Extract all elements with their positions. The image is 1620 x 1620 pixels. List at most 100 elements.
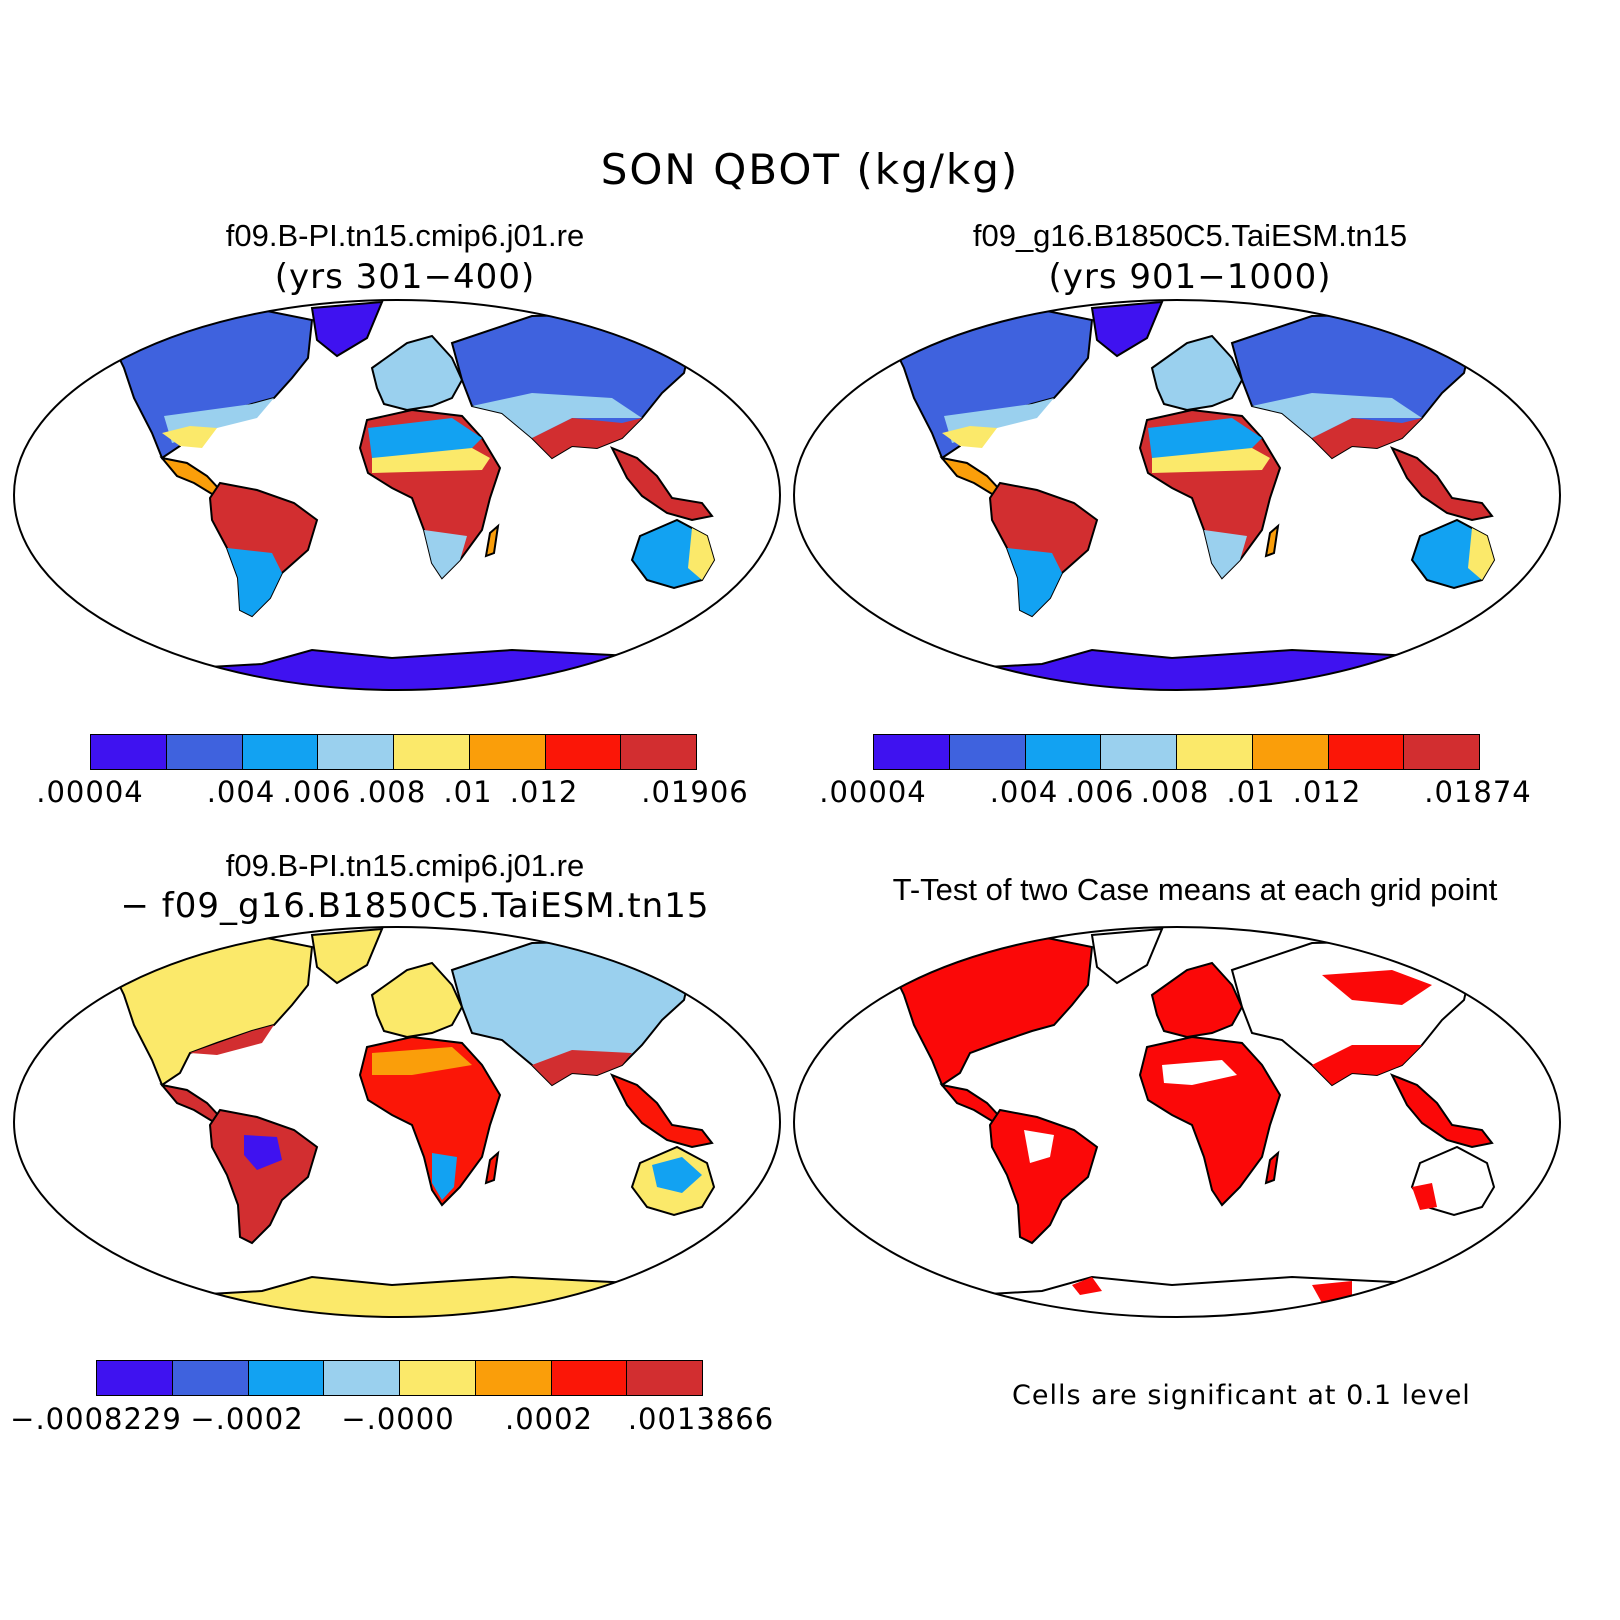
cbar2-label: .00004 bbox=[819, 775, 927, 809]
panel3-subtitle: − f09_g16.B1850C5.TaiESM.tn15 bbox=[120, 886, 710, 926]
seasia-landmass bbox=[609, 1073, 714, 1149]
madagascar-landmass bbox=[484, 523, 500, 558]
map-ttest bbox=[793, 926, 1561, 1318]
cbar1-label: .006 bbox=[282, 775, 352, 809]
colorbar-swatch bbox=[318, 735, 394, 769]
africa-south-band bbox=[1204, 530, 1247, 578]
greenland-landmass bbox=[310, 927, 384, 985]
seasia-landmass bbox=[1389, 1073, 1494, 1149]
panel2-subtitle: (yrs 901−1000) bbox=[1048, 257, 1332, 297]
madagascar-landmass bbox=[484, 1150, 500, 1185]
seasia-landmass bbox=[1389, 446, 1494, 522]
europe-landmass bbox=[1150, 961, 1244, 1039]
samerica-gap bbox=[1024, 1130, 1054, 1163]
main-title: SON QBOT (kg/kg) bbox=[600, 145, 1020, 194]
colorbar-swatch bbox=[469, 735, 546, 769]
cbar2-label: .01874 bbox=[1424, 775, 1532, 809]
colorbar-swatch bbox=[1177, 735, 1253, 769]
europe-landmass bbox=[370, 334, 464, 412]
camerica-landmass bbox=[159, 1083, 222, 1123]
australia-east-band bbox=[1468, 528, 1494, 580]
panel4-title: T-Test of two Case means at each grid po… bbox=[892, 872, 1498, 907]
madagascar-landmass bbox=[1264, 523, 1280, 558]
europe-landmass bbox=[1150, 334, 1244, 412]
colorbar-swatch bbox=[874, 735, 950, 769]
asia-mid-band bbox=[1252, 393, 1422, 438]
namerica-gulf-band bbox=[942, 426, 997, 448]
colorbar-swatch bbox=[242, 735, 319, 769]
madagascar-landmass bbox=[1264, 1150, 1280, 1185]
namerica-east-band bbox=[190, 1025, 274, 1055]
africa-landmass bbox=[358, 1035, 502, 1207]
panel2-title: f09_g16.B1850C5.TaiESM.tn15 bbox=[972, 218, 1408, 253]
colorbar-swatch bbox=[1328, 735, 1405, 769]
australia-sig bbox=[1412, 1183, 1437, 1210]
colorbar-swatch bbox=[97, 1361, 173, 1395]
africa-sahara-anomaly bbox=[372, 1047, 472, 1075]
namerica-landmass bbox=[890, 935, 1094, 1087]
cbar3-label: −.0008229 bbox=[10, 1402, 182, 1436]
map-case1 bbox=[13, 299, 781, 691]
colorbar-swatch bbox=[1252, 735, 1329, 769]
namerica-gulf-band bbox=[162, 426, 217, 448]
asia-south-band bbox=[1312, 418, 1422, 458]
australia-anomaly bbox=[652, 1157, 702, 1193]
colorbar-swatch bbox=[394, 735, 470, 769]
asia-sig-patch bbox=[1322, 970, 1432, 1005]
samerica-core-anomaly bbox=[244, 1135, 282, 1170]
colorbar-swatch bbox=[248, 1361, 325, 1395]
colorbar-swatch bbox=[545, 735, 622, 769]
africa-sahara-gap bbox=[1162, 1060, 1237, 1085]
africa-south-anomaly bbox=[432, 1153, 457, 1200]
asia-mid-band bbox=[472, 393, 642, 438]
cbar1-label: .012 bbox=[509, 775, 579, 809]
colorbar-swatch bbox=[166, 735, 243, 769]
cbar1-label: .00004 bbox=[36, 775, 144, 809]
africa-sahel-band bbox=[1152, 448, 1270, 473]
camerica-landmass bbox=[159, 456, 222, 496]
namerica-landmass bbox=[110, 935, 314, 1087]
namerica-landmass bbox=[890, 308, 1094, 460]
cbar3-label: .0002 bbox=[504, 1402, 594, 1436]
panel1-subtitle: (yrs 301−400) bbox=[274, 257, 536, 297]
europe-landmass bbox=[370, 961, 464, 1039]
colorbar-swatch bbox=[1025, 735, 1102, 769]
samerica-landmass bbox=[208, 1108, 319, 1245]
cbar3-label: .0013866 bbox=[627, 1402, 775, 1436]
asia-south-anomaly bbox=[532, 1050, 632, 1085]
asia-south-sig bbox=[1312, 1045, 1422, 1085]
samerica-south-band bbox=[1007, 548, 1062, 616]
camerica-landmass bbox=[939, 456, 1002, 496]
asia-south-band bbox=[532, 418, 642, 458]
namerica-landmass bbox=[110, 308, 314, 460]
colorbar-swatch bbox=[324, 1361, 400, 1395]
cbar1-label: .008 bbox=[357, 775, 427, 809]
cbar2-label: .012 bbox=[1292, 775, 1362, 809]
africa-sahara-band bbox=[1148, 418, 1262, 458]
antarctica-sig-2 bbox=[1072, 1277, 1102, 1295]
significance-note: Cells are significant at 0.1 level bbox=[1012, 1380, 1471, 1411]
colorbar-swatch bbox=[172, 1361, 249, 1395]
camerica-landmass bbox=[939, 1083, 1002, 1123]
samerica-south-band bbox=[227, 548, 282, 616]
panel3-title: f09.B-PI.tn15.cmip6.j01.re bbox=[225, 848, 585, 883]
map-case2 bbox=[793, 299, 1561, 691]
cbar3-label: −.0002 bbox=[190, 1402, 304, 1436]
colorbar-swatch bbox=[551, 1361, 628, 1395]
colorbar-swatch bbox=[621, 735, 696, 769]
africa-sahara-band bbox=[368, 418, 482, 458]
panel1-title: f09.B-PI.tn15.cmip6.j01.re bbox=[225, 218, 585, 253]
map-difference bbox=[13, 926, 781, 1318]
colorbar-swatch bbox=[949, 735, 1026, 769]
australia-east-band bbox=[688, 528, 714, 580]
samerica-landmass bbox=[988, 1108, 1099, 1245]
greenland-landmass bbox=[1090, 927, 1164, 985]
cbar2-label: .01 bbox=[1226, 775, 1276, 809]
colorbar-swatch bbox=[400, 1361, 476, 1395]
colorbar-swatch bbox=[475, 1361, 552, 1395]
cbar1-label: .01906 bbox=[641, 775, 749, 809]
colorbar-difference bbox=[96, 1360, 703, 1396]
colorbar-swatch bbox=[1101, 735, 1177, 769]
africa-south-band bbox=[424, 530, 467, 578]
cbar1-label: .004 bbox=[206, 775, 276, 809]
